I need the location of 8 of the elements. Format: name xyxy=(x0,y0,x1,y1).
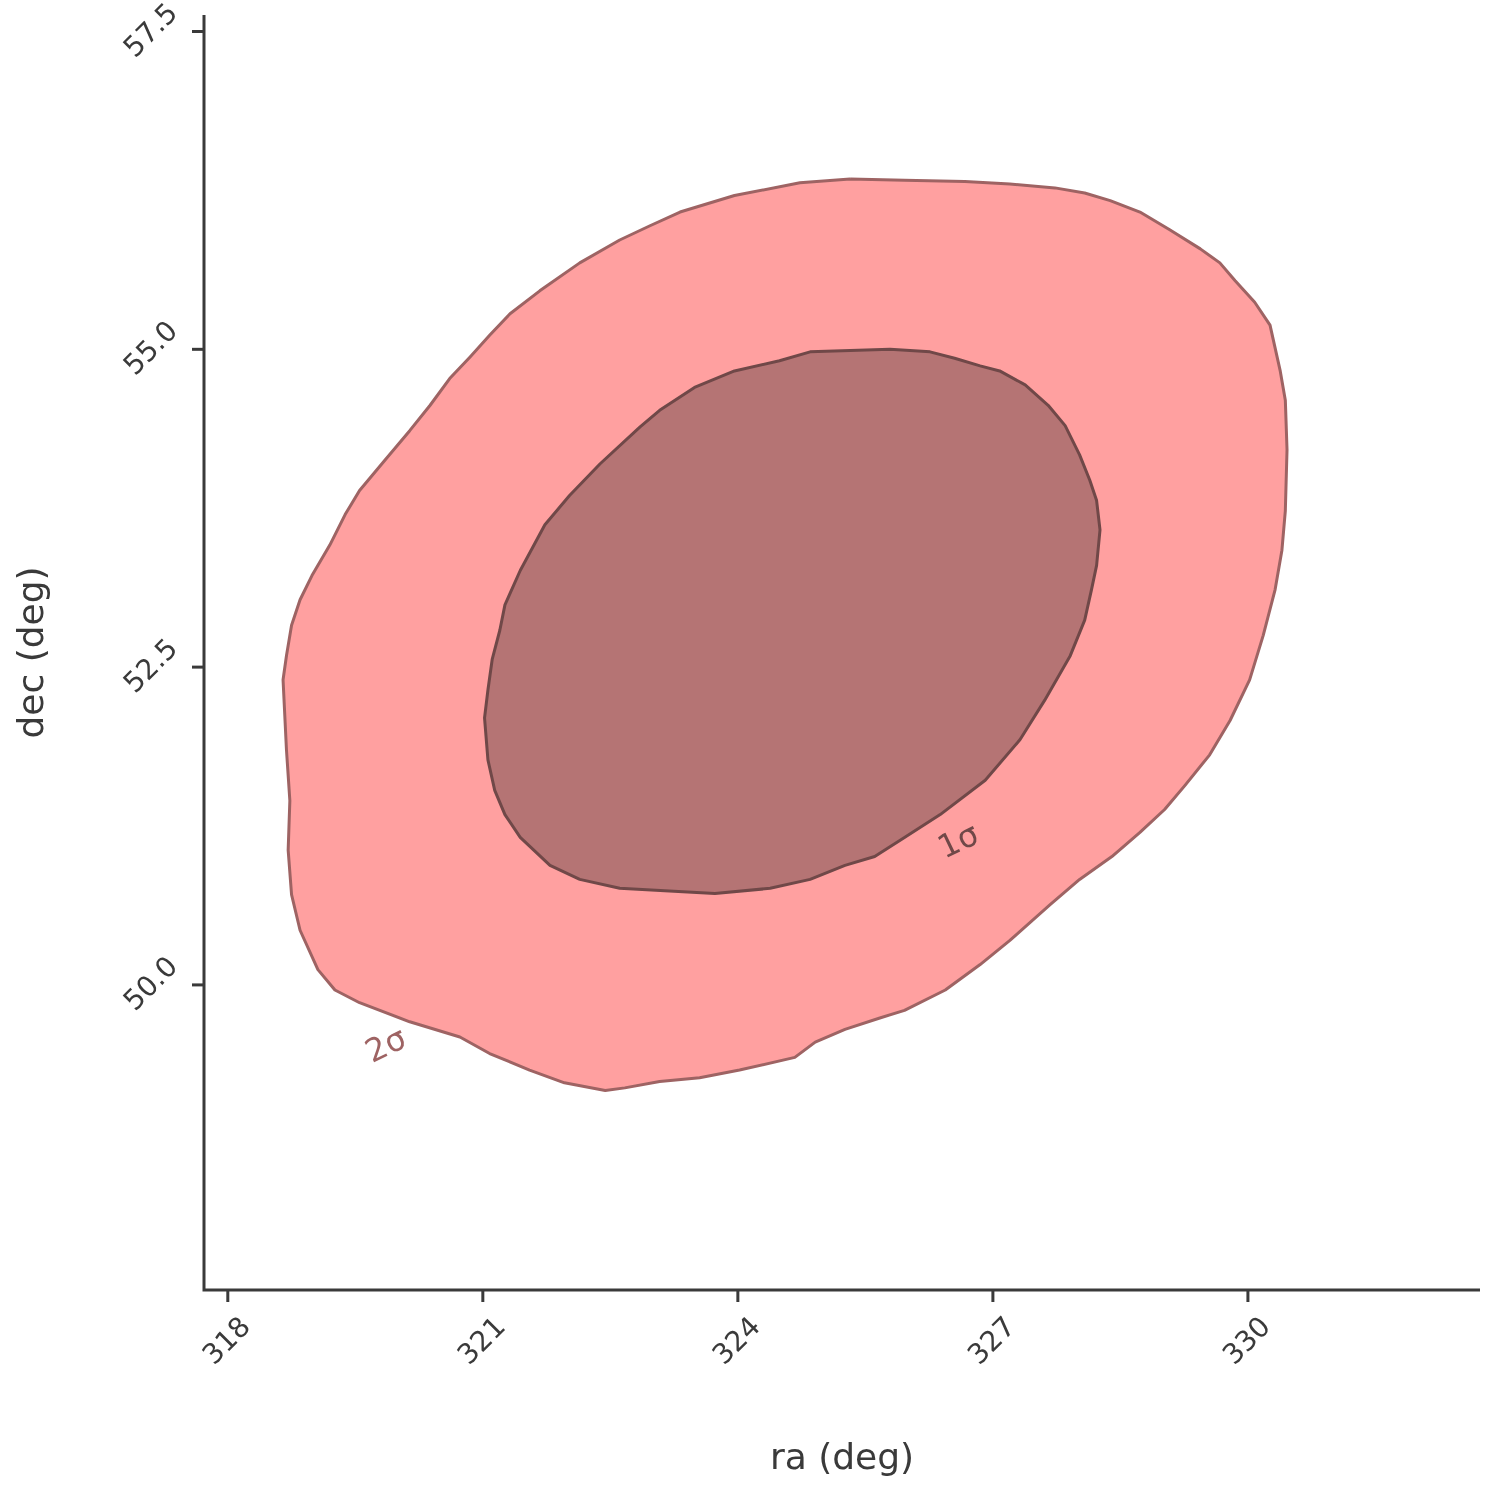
x-tick-label: 330 xyxy=(1215,1309,1277,1371)
text: 1σ xyxy=(931,814,985,867)
x-tick-label: 321 xyxy=(450,1309,512,1371)
text: 2σ xyxy=(359,1018,413,1071)
x-axis-title: ra (deg) xyxy=(769,1435,915,1477)
x-tick-label: 318 xyxy=(195,1309,257,1371)
x-tick-label: 324 xyxy=(705,1309,767,1371)
y-axis-title: dec (deg) xyxy=(9,566,51,739)
